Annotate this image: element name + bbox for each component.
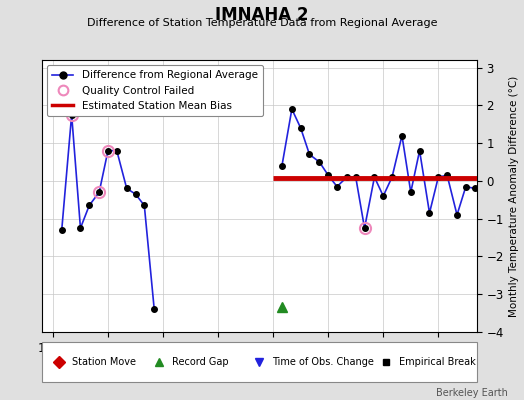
Text: Empirical Break: Empirical Break xyxy=(399,357,475,367)
Text: IMNAHA 2: IMNAHA 2 xyxy=(215,6,309,24)
Text: Record Gap: Record Gap xyxy=(172,357,229,367)
Text: Time of Obs. Change: Time of Obs. Change xyxy=(272,357,374,367)
Legend: Difference from Regional Average, Quality Control Failed, Estimated Station Mean: Difference from Regional Average, Qualit… xyxy=(47,65,263,116)
Y-axis label: Monthly Temperature Anomaly Difference (°C): Monthly Temperature Anomaly Difference (… xyxy=(509,75,519,317)
Text: Difference of Station Temperature Data from Regional Average: Difference of Station Temperature Data f… xyxy=(87,18,437,28)
Text: Berkeley Earth: Berkeley Earth xyxy=(436,388,508,398)
Text: Station Move: Station Move xyxy=(72,357,136,367)
FancyBboxPatch shape xyxy=(42,342,477,382)
